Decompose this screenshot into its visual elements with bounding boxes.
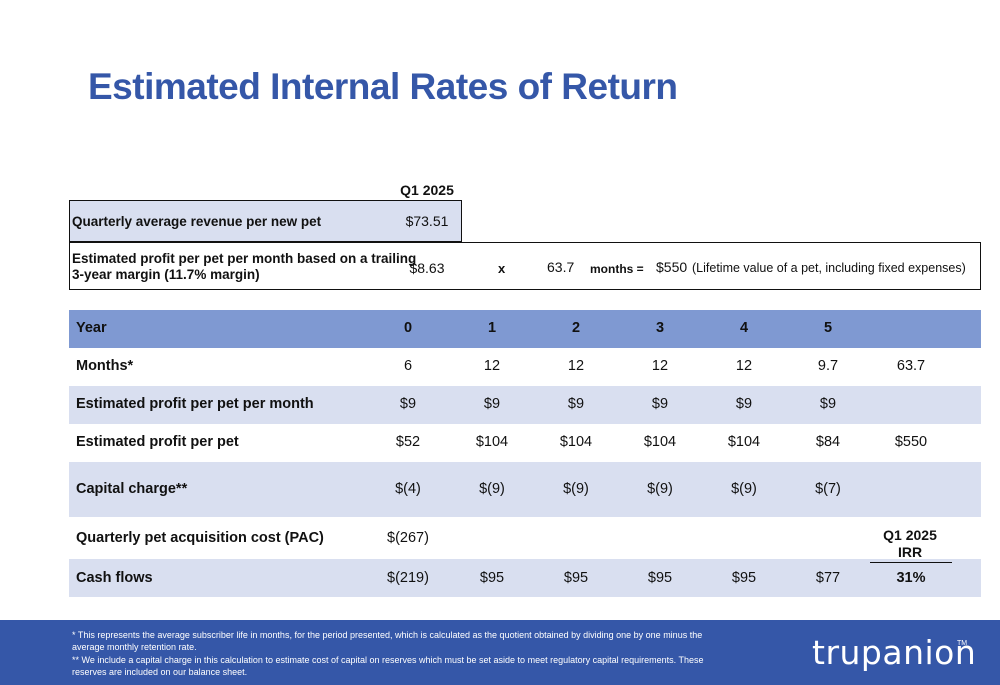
lifetime-note: (Lifetime value of a pet, including fixe… [692,261,966,275]
table-row: Capital charge** $(4) $(9) $(9) $(9) $(9… [69,462,981,517]
table-cell: $(9) [563,481,589,497]
row-label: Quarterly pet acquisition cost (PAC) [76,530,324,546]
header-label: Year [76,320,107,336]
table-row: Estimated profit per pet $52 $104 $104 $… [69,424,981,462]
table-cell: $104 [559,434,593,450]
table-row: Cash flows $(219) $95 $95 $95 $95 $77 31… [69,559,981,597]
months-label: months = [590,262,644,276]
table-row: Estimated profit per pet per month $9 $9… [69,386,981,424]
row-label: Months* [76,358,134,374]
header-cell: 2 [571,320,581,336]
header-cell: 5 [823,320,833,336]
table-cell: $(267) [387,530,429,546]
table-cell: $9 [819,396,837,412]
table-cell: $104 [475,434,509,450]
header-cell: 0 [403,320,413,336]
table-cell: $9 [399,396,417,412]
lifetime-value: $550 [656,259,688,275]
table-cell: $(4) [395,481,421,497]
table-cell: $9 [483,396,501,412]
table-cell: 6 [403,358,413,374]
irr-header-line1: Q1 2025 [883,527,937,543]
table-cell: $(9) [647,481,673,497]
header-cell: 4 [739,320,749,336]
footnote-1-line1: * This represents the average subscriber… [72,630,703,640]
irr-header: Q1 2025 IRR [866,527,954,561]
trupanion-logo: trupanion [812,633,977,672]
table-cell: $95 [647,570,673,586]
revenue-row [69,200,462,242]
months-value: 63.7 [547,259,575,275]
multiply-symbol: x [498,261,506,276]
table-cell: $(7) [815,481,841,497]
header-cell: 1 [487,320,497,336]
table-cell: $(219) [387,570,429,586]
footer-bar [0,620,1000,685]
revenue-value: $73.51 [405,213,449,229]
table-cell: 12 [651,358,669,374]
table-cell-total: 63.7 [896,358,926,374]
table-cell: $95 [563,570,589,586]
table-header-row: Year 0 1 2 3 4 5 [69,310,981,348]
profit-row [69,242,981,290]
table-cell: $95 [479,570,505,586]
period-header: Q1 2025 [400,182,454,198]
table-row: Quarterly pet acquisition cost (PAC) $(2… [69,517,981,559]
footnote-2-line1: ** We include a capital charge in this c… [72,655,704,665]
profit-value: $8.63 [409,260,445,276]
table-cell: $104 [727,434,761,450]
table-cell: 12 [735,358,753,374]
footnote-2-line2: reserves are included on our balance she… [72,667,248,677]
row-label: Cash flows [76,570,153,586]
table-cell: $9 [735,396,753,412]
table-cell: $52 [395,434,421,450]
table-cell: $9 [651,396,669,412]
table-cell: $95 [731,570,757,586]
profit-label-line1: Estimated profit per pet per month based… [72,251,417,266]
page-title: Estimated Internal Rates of Return [88,66,678,107]
table-cell: $104 [643,434,677,450]
irr-underline [870,562,952,563]
trademark-mark: TM [957,640,968,647]
table-cell: $(9) [731,481,757,497]
table-cell: 12 [483,358,501,374]
irr-value: 31% [896,570,926,586]
irr-table: Year 0 1 2 3 4 5 Months* 6 12 12 12 12 9… [69,310,981,597]
table-cell: 12 [567,358,585,374]
revenue-label: Quarterly average revenue per new pet [72,214,322,229]
table-row: Months* 6 12 12 12 12 9.7 63.7 [69,348,981,386]
table-cell: $77 [815,570,841,586]
footnote-1-line2: average monthly retention rate. [72,642,197,652]
profit-label-line2: 3-year margin (11.7% margin) [72,267,260,282]
table-cell-total: $550 [894,434,928,450]
row-label: Estimated profit per pet per month [76,396,314,412]
row-label: Capital charge** [76,481,188,497]
table-cell: $(9) [479,481,505,497]
row-label: Estimated profit per pet [76,434,239,450]
table-cell: $9 [567,396,585,412]
table-cell: $84 [815,434,841,450]
table-cell: 9.7 [817,358,839,374]
header-cell: 3 [655,320,665,336]
irr-header-line2: IRR [897,544,923,560]
